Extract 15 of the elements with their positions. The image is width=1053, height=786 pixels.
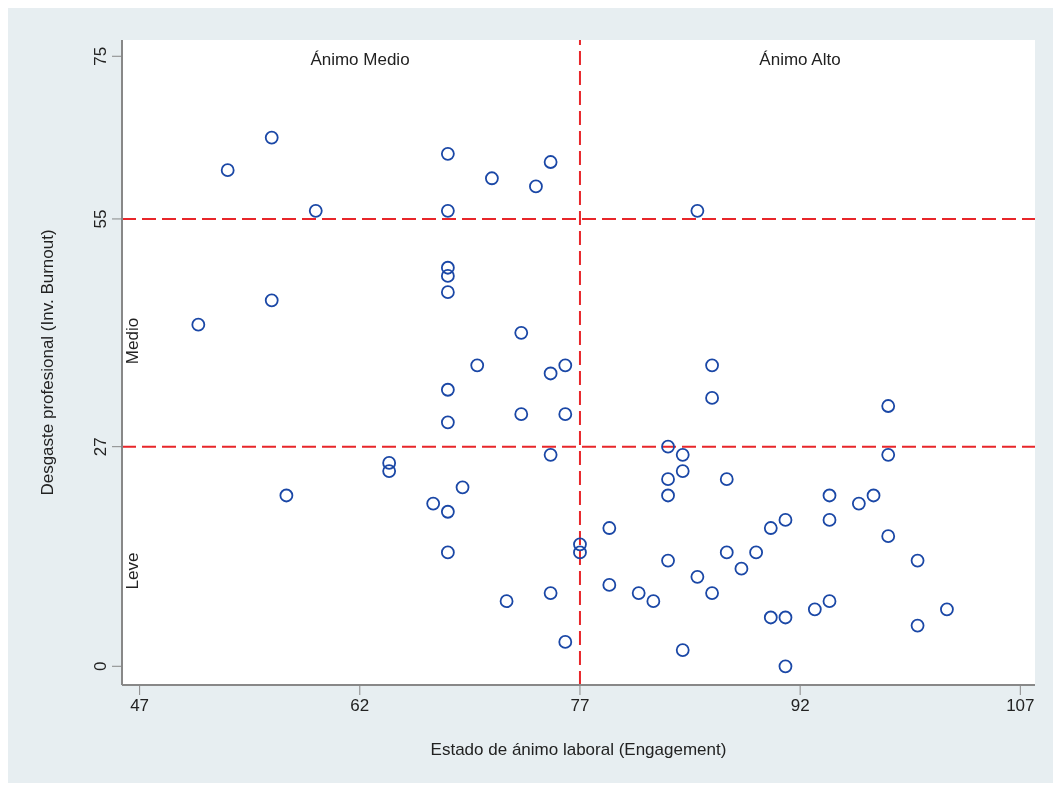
y-axis-title: Desgaste profesional (Inv. Burnout) [38,229,58,496]
annotation: Ánimo Medio [310,50,410,69]
y-tick-label: 0 [91,661,110,672]
x-tick-label: 92 [790,696,810,716]
x-tick-label: 107 [1006,696,1035,716]
x-tick-label: 62 [350,696,370,716]
x-tick-label: 77 [570,696,590,716]
x-tick-label: 47 [130,696,150,716]
annotation: Ánimo Alto [759,50,841,69]
y-tick-label: 27 [91,437,110,457]
y-tick-label: 75 [91,46,110,66]
y-tick-label: 55 [91,209,110,229]
annotation: Medio [123,317,142,365]
x-axis-title: Estado de ánimo laboral (Engagement) [430,740,727,759]
annotation: Leve [123,552,142,590]
